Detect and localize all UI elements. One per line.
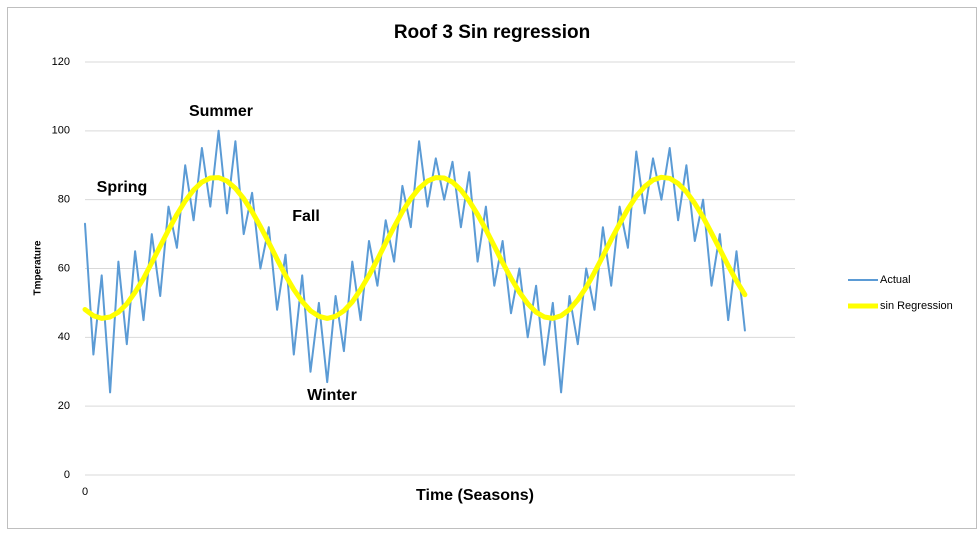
y-tick-label: 40 [58, 331, 70, 343]
x-axis-label: Time (Seasons) [416, 487, 534, 504]
y-tick-label: 20 [58, 400, 70, 412]
y-tick-label: 60 [58, 262, 70, 274]
annotation: Spring [97, 179, 148, 196]
series-line [84, 129, 746, 394]
y-tick-label: 100 [52, 125, 70, 137]
legend-label: Actual [880, 274, 911, 286]
series-line [82, 174, 748, 321]
y-tick-label: 80 [58, 194, 70, 206]
y-tick-label: 0 [64, 469, 70, 481]
x-tick-label: 0 [82, 486, 88, 498]
chart-title: Roof 3 Sin regression [394, 22, 590, 43]
y-tick-label: 120 [52, 56, 70, 68]
annotation: Winter [307, 387, 357, 404]
annotation: Summer [189, 103, 253, 120]
legend-label: sin Regression [880, 300, 953, 312]
annotation: Fall [292, 208, 320, 225]
y-axis-label: Tmperature [33, 240, 44, 295]
